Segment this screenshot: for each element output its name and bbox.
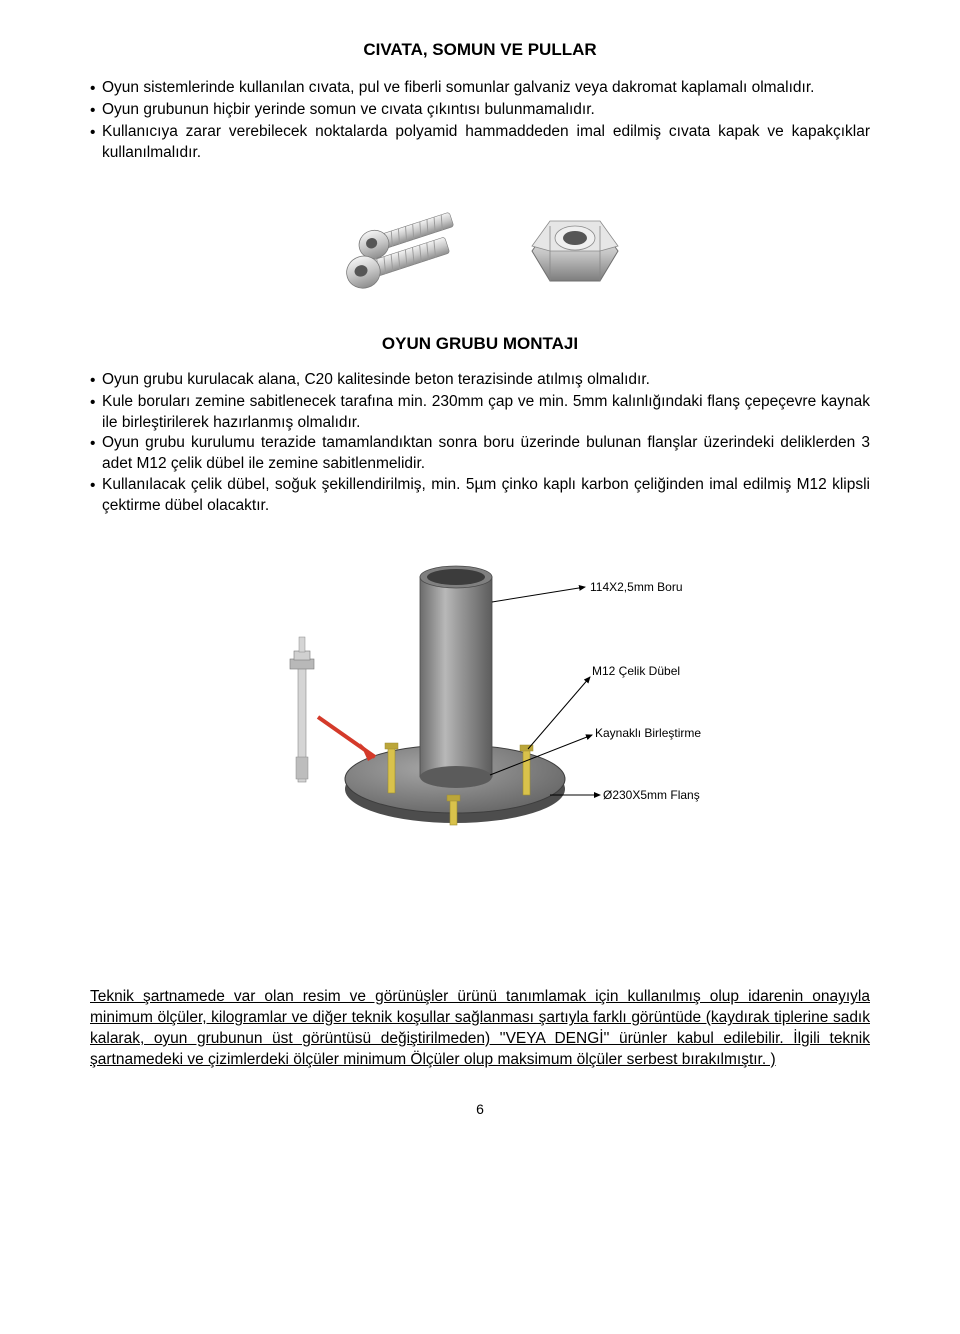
bullet-item: • Oyun grubu kurulumu terazide tamamland… — [90, 433, 870, 475]
section2-title: OYUN GRUBU MONTAJI — [90, 334, 870, 354]
bullet-item: • Oyun grubu kurulacak alana, C20 kalite… — [90, 370, 870, 392]
bullet-dot: • — [90, 392, 102, 414]
bullet-text: Kullanılacak çelik dübel, soğuk şekillen… — [102, 475, 870, 517]
page-number: 6 — [90, 1101, 870, 1117]
bolt-nut-figure — [90, 199, 870, 299]
bullet-text: Oyun grubu kurulumu terazide tamamlandık… — [102, 433, 870, 475]
footnote-text: Teknik şartnamede var olan resim ve görü… — [90, 987, 870, 1071]
diagram-label-flange: Ø230X5mm Flanş — [603, 788, 700, 802]
bullet-dot: • — [90, 78, 102, 100]
bullet-dot: • — [90, 100, 102, 122]
bullet-dot: • — [90, 370, 102, 392]
bullet-dot: • — [90, 475, 102, 497]
bullet-dot: • — [90, 433, 102, 455]
bolts-icon — [330, 199, 480, 299]
arrow-icon — [318, 717, 375, 761]
bullet-dot: • — [90, 122, 102, 144]
bullet-item: • Kullanılacak çelik dübel, soğuk şekill… — [90, 475, 870, 517]
anchor-bolt-icon — [290, 637, 314, 782]
bullet-item: • Oyun sistemlerinde kullanılan cıvata, … — [90, 78, 870, 100]
bullet-item: • Oyun grubunun hiçbir yerinde somun ve … — [90, 100, 870, 122]
bullet-text: Oyun grubu kurulacak alana, C20 kalitesi… — [102, 370, 870, 391]
bullet-text: Oyun sistemlerinde kullanılan cıvata, pu… — [102, 78, 870, 99]
mounting-diagram: 114X2,5mm Boru M12 Çelik Dübel Kaynaklı … — [90, 547, 870, 847]
bullet-item: • Kullanıcıya zarar verebilecek noktalar… — [90, 122, 870, 164]
bullet-item: • Kule boruları zemine sabitlenecek tara… — [90, 392, 870, 434]
diagram-label-pipe: 114X2,5mm Boru — [590, 580, 683, 594]
bullet-text: Kullanıcıya zarar verebilecek noktalarda… — [102, 122, 870, 164]
section1-title: CIVATA, SOMUN VE PULLAR — [90, 40, 870, 60]
bullet-text: Oyun grubunun hiçbir yerinde somun ve cı… — [102, 100, 870, 121]
bullet-text: Kule boruları zemine sabitlenecek tarafı… — [102, 392, 870, 434]
diagram-label-dowel: M12 Çelik Dübel — [592, 664, 680, 678]
diagram-label-weld: Kaynaklı Birleştirme — [595, 726, 701, 740]
nut-icon — [520, 201, 630, 296]
